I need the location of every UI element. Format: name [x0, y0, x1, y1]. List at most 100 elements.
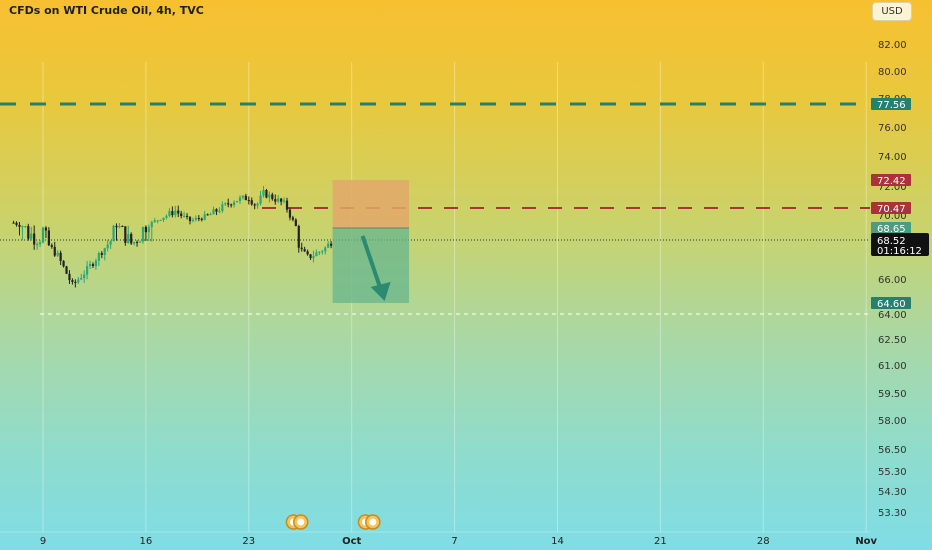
candle-body — [53, 246, 56, 256]
candle-body — [277, 198, 280, 202]
candle-body — [106, 244, 109, 249]
candle-body — [241, 195, 245, 198]
candle-body — [150, 221, 153, 228]
candle-body — [124, 226, 127, 243]
candle-body — [247, 200, 250, 202]
candle-body — [71, 280, 74, 282]
candle-body — [112, 225, 115, 242]
candle-body — [282, 200, 286, 202]
y-axis-tick-label: 56.50 — [878, 445, 907, 456]
candle-body — [135, 241, 139, 243]
candle-body — [121, 225, 124, 227]
candle-body — [62, 260, 65, 267]
y-axis-tick-label: 74.00 — [878, 152, 907, 163]
countdown-label: 01:16:12 — [877, 246, 922, 257]
candle-body — [238, 197, 242, 202]
y-axis-tick-label: 59.50 — [878, 389, 907, 400]
candle-body — [188, 216, 192, 222]
candle-body — [253, 204, 256, 206]
y-axis-tick-label: 62.50 — [878, 335, 907, 346]
candle-body — [141, 226, 145, 242]
y-axis-tick-label: 72.00 — [878, 182, 907, 193]
event-icon-inner — [297, 518, 305, 526]
candle-body — [77, 279, 80, 283]
y-axis-tick-label: 64.00 — [878, 310, 907, 321]
candle-body — [288, 209, 292, 218]
candle-body — [171, 211, 174, 216]
candle-body — [156, 220, 159, 222]
candle-body — [177, 210, 180, 214]
candle-body — [200, 218, 203, 220]
candle-body — [271, 194, 274, 200]
candle-body — [297, 226, 300, 248]
target-arrow-shaft — [360, 235, 383, 290]
candle-body — [315, 252, 318, 257]
candle-body — [300, 247, 303, 250]
candle-body — [280, 198, 283, 202]
candle-body — [159, 219, 162, 221]
y-axis-tick-label: 76.00 — [878, 123, 907, 134]
y-axis-tick-label: 82.00 — [878, 40, 907, 51]
chart-title: CFDs on WTI Crude Oil, 4h, TVC — [9, 4, 204, 17]
earnings-icon[interactable] — [293, 514, 309, 530]
candle-body — [165, 215, 168, 218]
candle-body — [218, 211, 221, 213]
candle-body — [86, 266, 89, 275]
candle-body — [97, 253, 100, 261]
candle-body — [203, 214, 206, 220]
x-axis-tick-label: 9 — [40, 536, 46, 547]
candle-body — [215, 209, 218, 212]
target-arrow-head — [370, 282, 391, 301]
candle-body — [318, 251, 321, 253]
candle-body — [185, 215, 189, 217]
candle-body — [294, 219, 297, 227]
price-badge-label: 70.47 — [877, 204, 906, 215]
candle-body — [309, 254, 312, 259]
candle-body — [312, 256, 315, 259]
y-axis-tick-label: 61.00 — [878, 361, 907, 372]
price-badge-label: 77.56 — [877, 100, 906, 111]
candle-body — [109, 241, 112, 245]
currency-button[interactable]: USD — [872, 2, 912, 21]
candle-body — [130, 233, 133, 244]
candle-body — [88, 264, 92, 267]
price-badge-label: 64.60 — [877, 299, 906, 310]
y-axis-tick-label: 55.30 — [878, 467, 907, 478]
candle-body — [265, 190, 268, 198]
y-axis-tick-label: 66.00 — [878, 275, 907, 286]
candle-body — [100, 253, 103, 255]
price-badge — [871, 297, 911, 309]
x-axis-tick-label: Nov — [855, 536, 877, 547]
stop-loss-zone[interactable] — [332, 180, 410, 228]
candle-body — [183, 215, 186, 217]
earnings-icon[interactable] — [365, 514, 381, 530]
candle-body — [153, 220, 156, 222]
candle-body — [56, 252, 59, 256]
candle-body — [206, 214, 209, 216]
y-axis-tick-label: 53.30 — [878, 508, 907, 519]
candle-body — [30, 233, 33, 239]
candle-body — [36, 244, 39, 246]
price-badge — [871, 202, 911, 214]
candle-body — [24, 226, 27, 228]
candle-body — [274, 199, 277, 202]
price-badge — [871, 174, 911, 186]
current-price-label: 68.52 — [877, 236, 906, 247]
candle-body — [230, 204, 233, 206]
candle-body — [221, 204, 224, 212]
price-badge-label: 68.65 — [877, 224, 906, 235]
candle-body — [138, 241, 142, 243]
candle-body — [50, 245, 53, 247]
x-axis-tick-label: 28 — [757, 536, 770, 547]
candle-body — [41, 227, 45, 243]
candle-body — [127, 233, 130, 243]
candle-body — [303, 249, 306, 252]
x-axis-tick-label: 14 — [551, 536, 564, 547]
candle-body — [94, 260, 98, 266]
candle-body — [162, 217, 165, 220]
candle-body — [233, 202, 236, 206]
candle-body — [324, 247, 327, 252]
y-axis-tick-label: 80.00 — [878, 67, 907, 78]
